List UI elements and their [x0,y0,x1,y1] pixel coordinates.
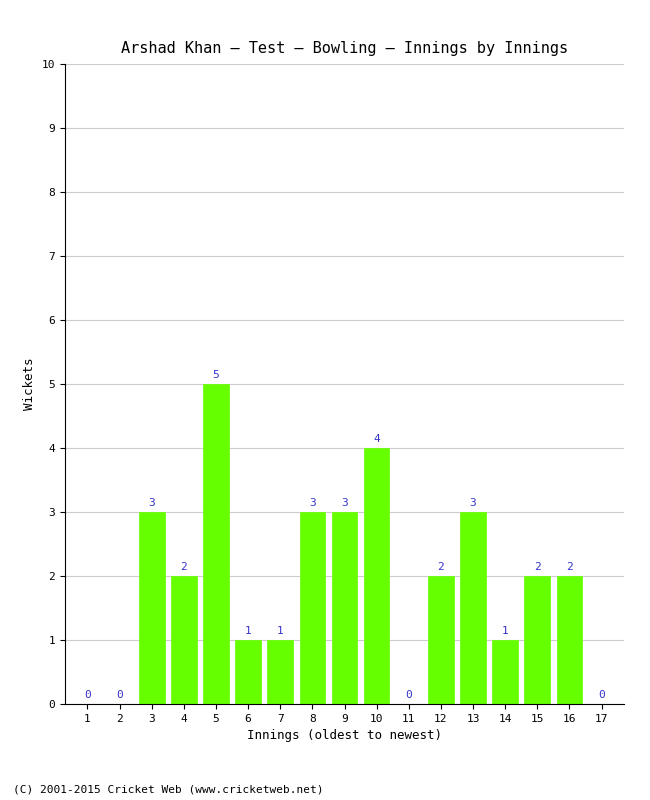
Bar [235,640,261,704]
Text: 2: 2 [534,562,541,571]
Text: 0: 0 [406,690,412,699]
Bar [332,512,358,704]
Bar [267,640,293,704]
Text: (C) 2001-2015 Cricket Web (www.cricketweb.net): (C) 2001-2015 Cricket Web (www.cricketwe… [13,784,324,794]
Text: 4: 4 [373,434,380,443]
Bar [300,512,325,704]
Title: Arshad Khan – Test – Bowling – Innings by Innings: Arshad Khan – Test – Bowling – Innings b… [121,41,568,56]
Bar [139,512,164,704]
Bar [556,576,582,704]
Text: 3: 3 [470,498,476,507]
Bar [203,384,229,704]
Bar [428,576,454,704]
Bar [364,448,389,704]
Bar [171,576,197,704]
Text: 5: 5 [213,370,219,379]
Text: 3: 3 [341,498,348,507]
Text: 0: 0 [84,690,91,699]
Text: 1: 1 [245,626,252,635]
Text: 3: 3 [148,498,155,507]
Text: 0: 0 [116,690,123,699]
Text: 2: 2 [566,562,573,571]
Text: 2: 2 [437,562,444,571]
Text: 3: 3 [309,498,316,507]
Y-axis label: Wickets: Wickets [23,358,36,410]
Text: 1: 1 [502,626,508,635]
Bar [460,512,486,704]
Bar [525,576,550,704]
X-axis label: Innings (oldest to newest): Innings (oldest to newest) [247,730,442,742]
Text: 0: 0 [598,690,605,699]
Bar [492,640,518,704]
Text: 1: 1 [277,626,283,635]
Text: 2: 2 [181,562,187,571]
